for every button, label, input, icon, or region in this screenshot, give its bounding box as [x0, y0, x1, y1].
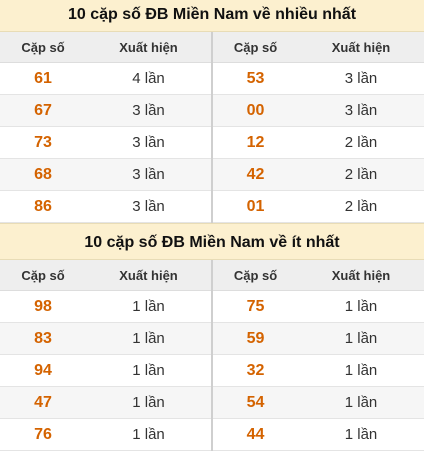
pair-number: 59 [211, 322, 298, 355]
pair-number: 54 [211, 386, 298, 419]
occurrence-count: 1 lần [86, 354, 212, 387]
pair-number: 76 [0, 418, 86, 451]
pair-number: 00 [211, 94, 298, 127]
pair-number: 47 [0, 386, 86, 419]
occurrence-count: 2 lần [298, 126, 424, 159]
table-row: 73 3 lần 12 2 lần [0, 126, 424, 159]
pair-number: 12 [211, 126, 298, 159]
column-header-count: Xuất hiện [86, 32, 212, 63]
table-row: 83 1 lần 59 1 lần [0, 322, 424, 355]
table-header-row: Cặp số Xuất hiện Cặp số Xuất hiện [0, 32, 424, 63]
table-row: 76 1 lần 44 1 lần [0, 418, 424, 451]
occurrence-count: 1 lần [86, 418, 212, 451]
occurrence-count: 4 lần [86, 62, 212, 95]
occurrence-count: 1 lần [298, 290, 424, 323]
column-header-count: Xuất hiện [86, 260, 212, 291]
occurrence-count: 3 lần [86, 94, 212, 127]
column-header-count: Xuất hiện [298, 260, 424, 291]
table-row: 67 3 lần 00 3 lần [0, 94, 424, 127]
occurrence-count: 2 lần [298, 158, 424, 191]
column-header-pair: Cặp số [211, 260, 298, 291]
occurrence-count: 3 lần [298, 62, 424, 95]
least-frequent-table: Cặp số Xuất hiện Cặp số Xuất hiện 98 1 l… [0, 260, 424, 451]
occurrence-count: 1 lần [298, 322, 424, 355]
table-row: 86 3 lần 01 2 lần [0, 190, 424, 223]
occurrence-count: 3 lần [298, 94, 424, 127]
occurrence-count: 1 lần [86, 322, 212, 355]
occurrence-count: 1 lần [298, 386, 424, 419]
table-row: 98 1 lần 75 1 lần [0, 290, 424, 323]
column-header-count: Xuất hiện [298, 32, 424, 63]
occurrence-count: 3 lần [86, 126, 212, 159]
pair-number: 94 [0, 354, 86, 387]
table-row: 68 3 lần 42 2 lần [0, 158, 424, 191]
occurrence-count: 2 lần [298, 190, 424, 223]
table-row: 94 1 lần 32 1 lần [0, 354, 424, 387]
pair-number: 32 [211, 354, 298, 387]
pair-number: 67 [0, 94, 86, 127]
pair-number: 98 [0, 290, 86, 323]
table-row: 61 4 lần 53 3 lần [0, 62, 424, 95]
occurrence-count: 1 lần [298, 354, 424, 387]
table-header-row: Cặp số Xuất hiện Cặp số Xuất hiện [0, 260, 424, 291]
column-header-pair: Cặp số [0, 32, 86, 63]
pair-number: 61 [0, 62, 86, 95]
occurrence-count: 1 lần [86, 290, 212, 323]
pair-number: 42 [211, 158, 298, 191]
occurrence-count: 3 lần [86, 158, 212, 191]
occurrence-count: 1 lần [298, 418, 424, 451]
pair-number: 68 [0, 158, 86, 191]
pair-number: 86 [0, 190, 86, 223]
most-frequent-title: 10 cặp số ĐB Miền Nam về nhiều nhất [0, 0, 424, 32]
least-frequent-title: 10 cặp số ĐB Miền Nam về ít nhất [0, 223, 424, 260]
pair-number: 53 [211, 62, 298, 95]
pair-number: 83 [0, 322, 86, 355]
column-header-pair: Cặp số [0, 260, 86, 291]
table-row: 47 1 lần 54 1 lần [0, 386, 424, 419]
pair-number: 01 [211, 190, 298, 223]
pair-number: 75 [211, 290, 298, 323]
occurrence-count: 3 lần [86, 190, 212, 223]
column-header-pair: Cặp số [211, 32, 298, 63]
pair-number: 73 [0, 126, 86, 159]
pair-number: 44 [211, 418, 298, 451]
most-frequent-table: Cặp số Xuất hiện Cặp số Xuất hiện 61 4 l… [0, 32, 424, 223]
occurrence-count: 1 lần [86, 386, 212, 419]
